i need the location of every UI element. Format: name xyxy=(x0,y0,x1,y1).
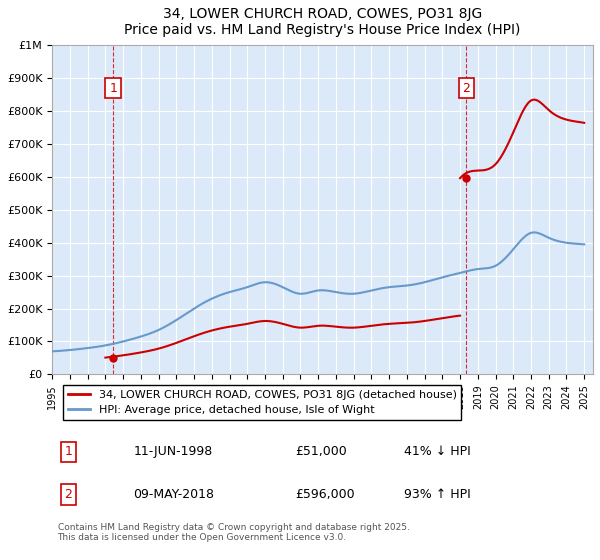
Text: Contains HM Land Registry data © Crown copyright and database right 2025.
This d: Contains HM Land Registry data © Crown c… xyxy=(58,523,409,543)
Text: £51,000: £51,000 xyxy=(296,445,347,459)
Text: 2: 2 xyxy=(463,82,470,95)
Text: 1: 1 xyxy=(64,445,73,459)
Text: 2: 2 xyxy=(64,488,73,501)
Text: 11-JUN-1998: 11-JUN-1998 xyxy=(133,445,212,459)
Text: 1: 1 xyxy=(109,82,117,95)
Text: £596,000: £596,000 xyxy=(296,488,355,501)
Legend: 34, LOWER CHURCH ROAD, COWES, PO31 8JG (detached house), HPI: Average price, det: 34, LOWER CHURCH ROAD, COWES, PO31 8JG (… xyxy=(63,385,461,420)
Text: 09-MAY-2018: 09-MAY-2018 xyxy=(133,488,214,501)
Text: 41% ↓ HPI: 41% ↓ HPI xyxy=(404,445,470,459)
Title: 34, LOWER CHURCH ROAD, COWES, PO31 8JG
Price paid vs. HM Land Registry's House P: 34, LOWER CHURCH ROAD, COWES, PO31 8JG P… xyxy=(124,7,521,37)
Text: 93% ↑ HPI: 93% ↑ HPI xyxy=(404,488,470,501)
